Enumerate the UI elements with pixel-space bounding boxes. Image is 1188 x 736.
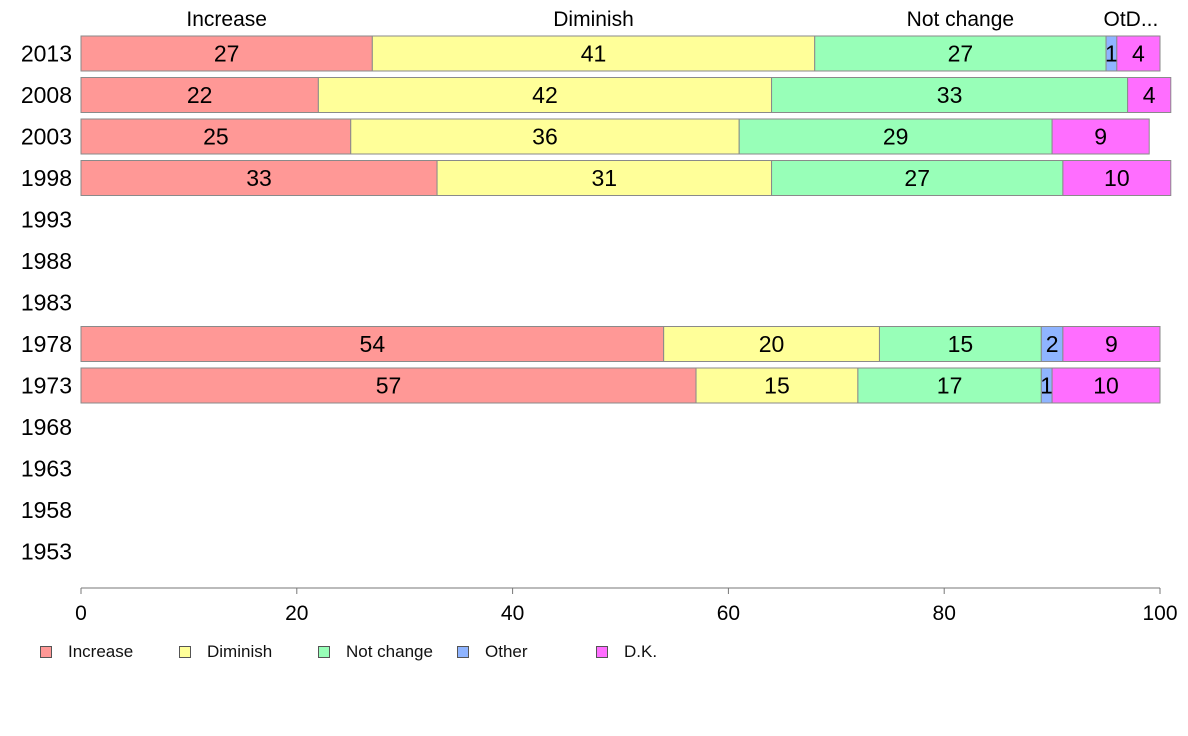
column-header: Not change bbox=[907, 8, 1014, 31]
bar-segment bbox=[80, 35, 373, 72]
data-label: 17 bbox=[937, 373, 963, 399]
data-label: 27 bbox=[214, 41, 240, 67]
data-label: 36 bbox=[532, 124, 558, 150]
bar-segment bbox=[350, 118, 740, 155]
data-label: 15 bbox=[948, 331, 974, 357]
column-header: Increase bbox=[186, 8, 267, 31]
legend-item: D.K. bbox=[596, 642, 735, 662]
data-label: 27 bbox=[904, 165, 930, 191]
data-label: 20 bbox=[759, 331, 785, 357]
legend-swatch bbox=[40, 646, 52, 658]
column-header: Diminish bbox=[553, 8, 634, 31]
category-label: 2008 bbox=[21, 82, 72, 108]
data-label: 42 bbox=[532, 82, 558, 108]
data-label: 41 bbox=[581, 41, 607, 67]
category-label: 1968 bbox=[21, 414, 72, 440]
chart-legend: Increase Diminish Not change Other D.K. bbox=[40, 642, 735, 662]
legend-swatch bbox=[457, 646, 469, 658]
bar-segment bbox=[857, 367, 1042, 404]
legend-swatch bbox=[596, 646, 608, 658]
bar-segment bbox=[1051, 118, 1150, 155]
x-tick-label: 100 bbox=[1142, 602, 1177, 625]
legend-label: Diminish bbox=[207, 642, 273, 661]
data-label: 9 bbox=[1105, 331, 1118, 357]
category-label: 1973 bbox=[21, 373, 72, 399]
bar-segment bbox=[1127, 77, 1172, 113]
data-label: 4 bbox=[1143, 82, 1156, 108]
legend-item: Diminish bbox=[179, 642, 318, 662]
bar-segment bbox=[771, 77, 1129, 113]
legend-label: Increase bbox=[68, 642, 134, 661]
data-label: 33 bbox=[246, 165, 272, 191]
data-label: 31 bbox=[592, 165, 618, 191]
bar-segment bbox=[1051, 367, 1161, 404]
data-label: 10 bbox=[1104, 165, 1130, 191]
legend-item: Increase bbox=[40, 642, 179, 662]
legend-label: Other bbox=[485, 642, 528, 661]
data-label: 27 bbox=[948, 41, 974, 67]
data-label: 57 bbox=[376, 373, 402, 399]
bar-segment bbox=[814, 35, 1107, 72]
category-label: 2013 bbox=[21, 41, 72, 67]
data-label: 29 bbox=[883, 124, 909, 150]
bar-segment bbox=[663, 326, 880, 362]
data-label: 54 bbox=[360, 331, 386, 357]
data-label: 4 bbox=[1132, 41, 1145, 67]
bar-segment bbox=[317, 77, 773, 113]
bar-segment bbox=[371, 35, 816, 72]
data-label: 33 bbox=[937, 82, 963, 108]
bar-segment bbox=[80, 118, 352, 155]
bar-segment bbox=[436, 160, 773, 196]
legend-swatch bbox=[179, 646, 191, 658]
legend-label: D.K. bbox=[624, 642, 658, 661]
stacked-bar-chart: Increase Diminish Not change OtD...2013 27 41… bbox=[21, 8, 1178, 625]
data-label: 25 bbox=[203, 124, 229, 150]
category-label: 1998 bbox=[21, 165, 72, 191]
data-label: 1 bbox=[1105, 41, 1118, 67]
x-tick-label: 80 bbox=[933, 602, 956, 625]
bar-segment bbox=[80, 77, 319, 113]
bar-segment bbox=[80, 160, 438, 196]
legend-swatch bbox=[318, 646, 330, 658]
bar-segment bbox=[738, 118, 1053, 155]
data-label: 9 bbox=[1094, 124, 1107, 150]
category-label: 1978 bbox=[21, 331, 72, 357]
bar-segment bbox=[878, 326, 1042, 362]
category-label: 1958 bbox=[21, 497, 72, 523]
legend-item: Not change bbox=[318, 642, 457, 662]
bar-segment bbox=[1116, 35, 1161, 72]
category-label: 1953 bbox=[21, 539, 72, 565]
category-label: 2003 bbox=[21, 124, 72, 150]
data-label: 15 bbox=[764, 373, 790, 399]
data-label: 22 bbox=[187, 82, 213, 108]
legend-label: Not change bbox=[346, 642, 433, 661]
bar-segment bbox=[1062, 326, 1161, 362]
bar-segment bbox=[695, 367, 859, 404]
bar-segment bbox=[771, 160, 1064, 196]
data-label: 2 bbox=[1046, 331, 1059, 357]
legend-item: Other bbox=[457, 642, 596, 662]
x-tick-label: 0 bbox=[75, 602, 87, 625]
column-header: OtD... bbox=[1104, 8, 1159, 31]
data-label: 10 bbox=[1093, 373, 1119, 399]
x-tick-label: 40 bbox=[501, 602, 524, 625]
x-tick-label: 60 bbox=[717, 602, 740, 625]
category-label: 1993 bbox=[21, 207, 72, 233]
data-label: 1 bbox=[1040, 373, 1053, 399]
category-label: 1983 bbox=[21, 290, 72, 316]
x-tick-label: 20 bbox=[285, 602, 308, 625]
category-label: 1988 bbox=[21, 248, 72, 274]
bar-segment bbox=[1062, 160, 1172, 196]
category-label: 1963 bbox=[21, 456, 72, 482]
